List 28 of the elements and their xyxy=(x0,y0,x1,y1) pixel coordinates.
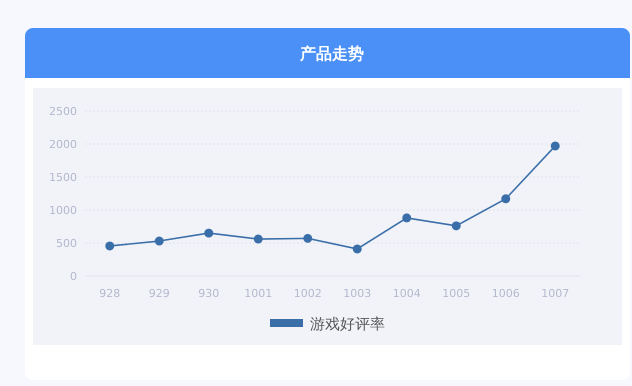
x-tick-label: 1005 xyxy=(442,287,470,300)
x-tick-label: 1006 xyxy=(492,287,520,300)
x-tick-label: 929 xyxy=(148,287,170,300)
x-tick-label: 1001 xyxy=(244,287,272,300)
point xyxy=(501,194,510,204)
x-tick-label: 1007 xyxy=(541,287,570,300)
point xyxy=(154,236,164,246)
point xyxy=(402,213,412,222)
legend-label: 游戏好评率 xyxy=(310,315,385,333)
y-tick-label: 1500 xyxy=(49,171,77,184)
x-tick-label: 930 xyxy=(198,287,220,300)
x-tick-label: 1002 xyxy=(294,287,322,300)
point xyxy=(204,228,214,238)
y-tick-label: 500 xyxy=(56,237,77,250)
point xyxy=(550,141,560,150)
y-tick-label: 0 xyxy=(70,270,77,283)
y-tick-label: 2500 xyxy=(49,105,77,118)
point xyxy=(452,221,461,230)
point xyxy=(105,241,114,250)
x-tick-label: 928 xyxy=(99,287,120,300)
chart-title: 产品走势 xyxy=(299,44,364,63)
point xyxy=(303,234,312,243)
point xyxy=(254,234,263,244)
y-tick-label: 2000 xyxy=(49,138,77,151)
x-tick-label: 1004 xyxy=(392,287,421,300)
point xyxy=(352,244,362,254)
x-tick-label: 1003 xyxy=(343,287,372,300)
y-tick-label: 1000 xyxy=(49,204,77,217)
